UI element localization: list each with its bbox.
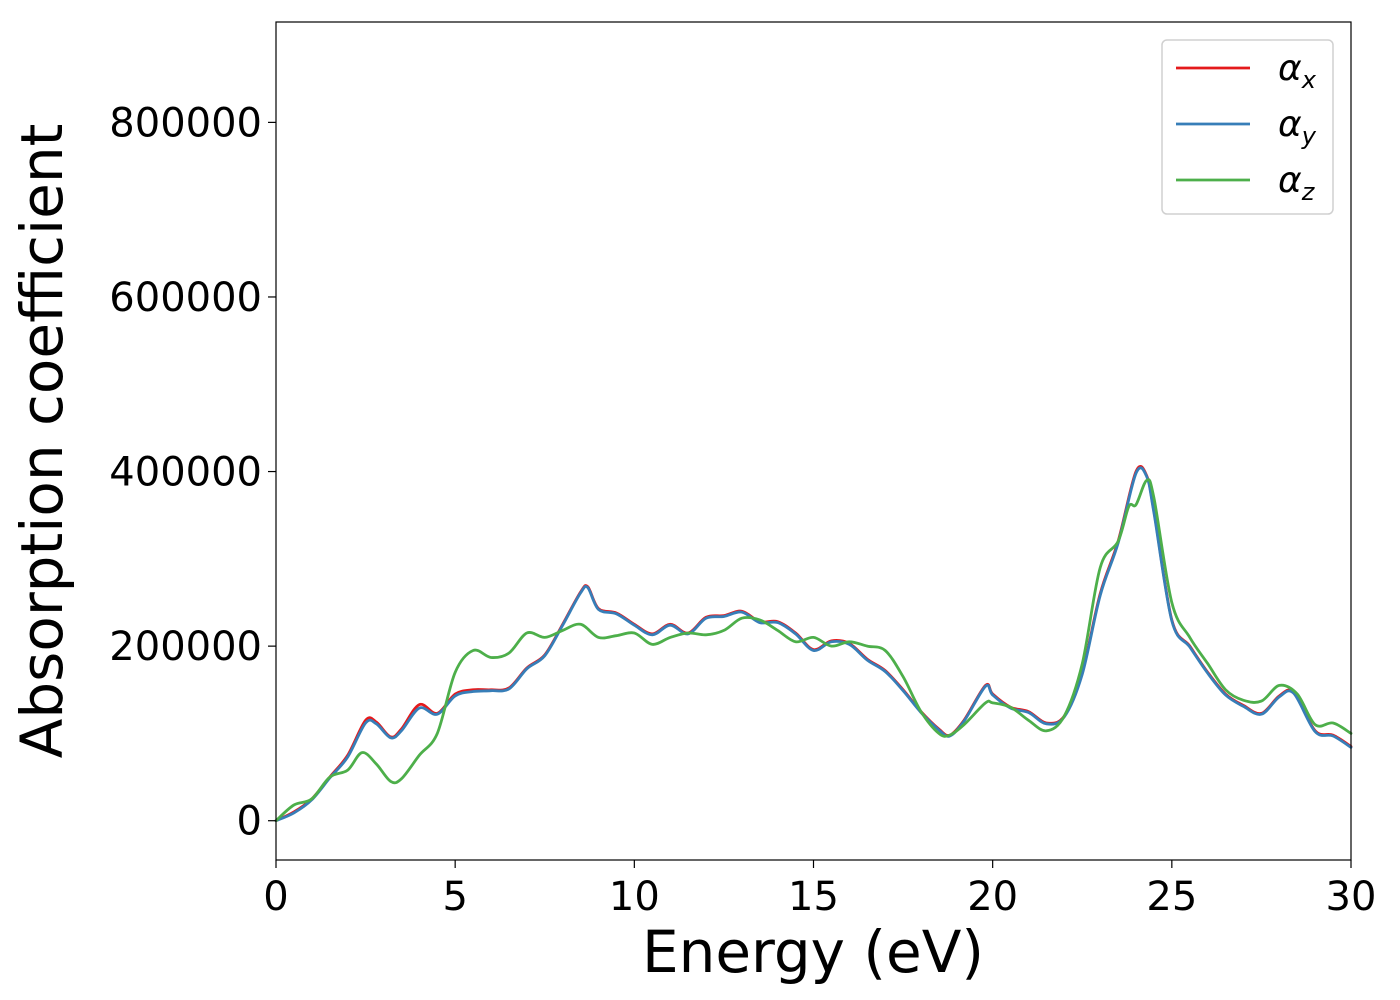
x-tick-label: 5 xyxy=(442,874,467,920)
x-tick-label: 25 xyxy=(1146,874,1197,920)
y-tick-label: 0 xyxy=(237,799,262,845)
x-axis-title: Energy (eV) xyxy=(642,918,984,986)
series-line-z xyxy=(274,478,1353,823)
y-tick-label: 400000 xyxy=(109,450,262,496)
x-tick-label: 0 xyxy=(263,874,288,920)
y-tick-label: 600000 xyxy=(109,275,262,321)
y-tick-label: 800000 xyxy=(109,100,262,146)
x-axis: 0 5 10 15 20 25 30 xyxy=(263,860,1376,920)
x-tick-label: 10 xyxy=(609,874,660,920)
y-tick-label: 200000 xyxy=(109,624,262,670)
legend-label-y: αy xyxy=(1278,104,1317,150)
x-tick-label: 20 xyxy=(967,874,1018,920)
y-axis: 0 200000 400000 600000 800000 xyxy=(109,100,276,845)
legend-label-x: αx xyxy=(1278,48,1317,94)
series-lines xyxy=(274,465,1353,823)
legend-label-z: αz xyxy=(1278,160,1316,206)
legend-box xyxy=(1161,39,1334,215)
x-tick-label: 15 xyxy=(788,874,839,920)
x-tick-label: 30 xyxy=(1326,874,1377,920)
y-axis-title: Absorption coefficient xyxy=(8,124,76,759)
series-line-y xyxy=(274,466,1353,823)
legend: αx αy αz xyxy=(1161,39,1334,215)
